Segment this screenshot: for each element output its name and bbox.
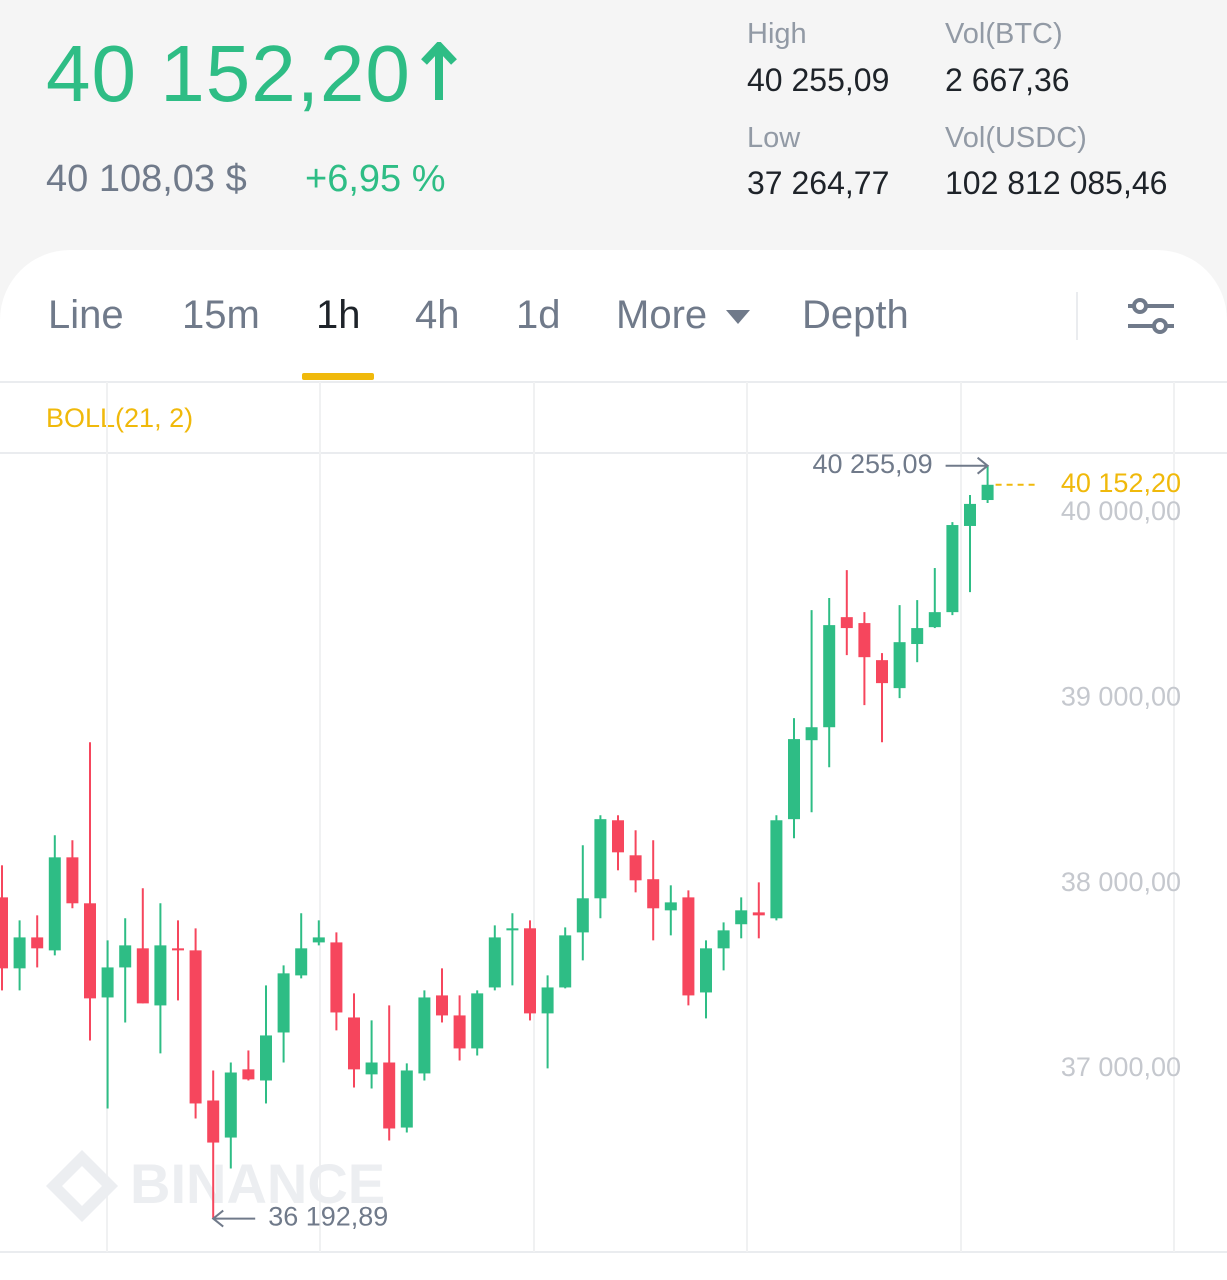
y-tick-label: 37 000,00	[1061, 1052, 1181, 1082]
stat-label: High	[747, 18, 807, 50]
candle-body	[436, 995, 448, 1016]
candle-body	[154, 945, 167, 1006]
tab[interactable]: 1d	[516, 293, 561, 337]
indicator-label: BOLL(21, 2)	[46, 403, 193, 433]
candle-body	[348, 1017, 360, 1070]
chart-panel	[0, 250, 1227, 1280]
candle-body	[84, 903, 96, 999]
candle-body	[400, 1070, 413, 1128]
candle-body	[312, 937, 325, 943]
fiat-price: 40 108,03 $	[46, 158, 247, 200]
candle-body	[770, 820, 783, 919]
candle-body	[136, 948, 149, 1004]
active-tab-underline	[302, 373, 375, 380]
stat-label: Vol(BTC)	[945, 18, 1063, 50]
candle-body	[788, 739, 800, 820]
up-arrow-icon	[421, 42, 457, 100]
candle-body	[524, 928, 536, 1014]
candle-body	[717, 930, 730, 949]
candle-body	[295, 948, 308, 976]
tab[interactable]: 4h	[415, 293, 460, 337]
candle-body	[928, 612, 941, 628]
candle-body	[488, 937, 501, 988]
candle-body	[735, 910, 748, 925]
candle-body	[981, 484, 994, 501]
tab[interactable]: More	[616, 293, 708, 337]
candle-body	[805, 727, 818, 741]
candle-body	[823, 625, 836, 728]
candle-body	[682, 897, 695, 996]
candle-body	[471, 993, 484, 1049]
divider	[1076, 292, 1078, 340]
candle-body	[383, 1062, 396, 1129]
candle-body	[541, 987, 554, 1014]
stat-value: 37 264,77	[747, 165, 890, 201]
tab[interactable]: 1h	[316, 293, 361, 337]
max-label: 40 255,09	[812, 449, 932, 479]
candle-body	[876, 660, 888, 684]
dropdown-icon	[726, 310, 750, 324]
price-change: +6,95 %	[305, 158, 446, 200]
chart: BOLL(21, 2) BINANCE 37 000,00 38 000,00 39 …	[0, 381, 1227, 1253]
candle-body	[66, 857, 79, 904]
settings-icon[interactable]	[1124, 296, 1178, 338]
candle-body	[647, 879, 660, 909]
tab[interactable]: Line	[48, 293, 124, 337]
stat-value: 102 812 085,46	[945, 165, 1168, 201]
candle-body	[506, 928, 519, 931]
candle-body	[612, 820, 624, 853]
y-tick-label: 40 000,00	[1061, 496, 1181, 526]
candle-body	[840, 617, 853, 629]
stat-label: Low	[747, 122, 801, 154]
watermark-logo	[46, 1150, 118, 1222]
stat-label: Vol(USDC)	[945, 122, 1087, 154]
candle-body	[964, 503, 976, 526]
candle-body	[277, 973, 290, 1033]
candle-body	[700, 948, 712, 993]
candle-body	[418, 997, 431, 1074]
candle-body	[189, 950, 202, 1104]
candle-body	[594, 819, 607, 899]
candle-body	[453, 1015, 466, 1049]
candle-body	[224, 1072, 237, 1138]
candle-body	[576, 898, 589, 933]
candle-body	[119, 945, 132, 968]
watermark: BINANCE	[130, 1152, 385, 1215]
stat-value: 40 255,09	[747, 62, 890, 98]
candle-body	[330, 942, 343, 1013]
tab[interactable]: 15m	[182, 293, 260, 337]
candle-body	[13, 937, 26, 969]
tab[interactable]: Depth	[802, 293, 909, 337]
candle-body	[559, 935, 572, 988]
candle-body	[172, 948, 184, 951]
candle-body	[48, 857, 61, 951]
candle-body	[858, 623, 871, 658]
min-label: 36 192,89	[268, 1202, 388, 1232]
candle-body	[207, 1100, 220, 1143]
candle-body	[31, 937, 44, 949]
candle-body	[0, 897, 8, 969]
last-price: 40 152,20	[46, 29, 411, 118]
candle-body	[629, 855, 642, 881]
y-tick-label: 38 000,00	[1061, 867, 1181, 897]
candle-body	[101, 967, 114, 998]
last-price-label: 40 152,20	[1061, 468, 1181, 498]
candle-body	[752, 912, 765, 916]
candle-body	[260, 1035, 272, 1081]
candle-body	[365, 1062, 378, 1075]
max-arrow	[945, 456, 990, 475]
candle-body	[664, 902, 677, 911]
candle-body	[946, 525, 959, 613]
candle-body	[911, 628, 924, 645]
candle-body	[242, 1069, 255, 1080]
stat-value: 2 667,36	[945, 62, 1070, 98]
min-arrow	[211, 1209, 256, 1228]
y-tick-label: 39 000,00	[1061, 681, 1181, 711]
candle-body	[893, 642, 906, 689]
